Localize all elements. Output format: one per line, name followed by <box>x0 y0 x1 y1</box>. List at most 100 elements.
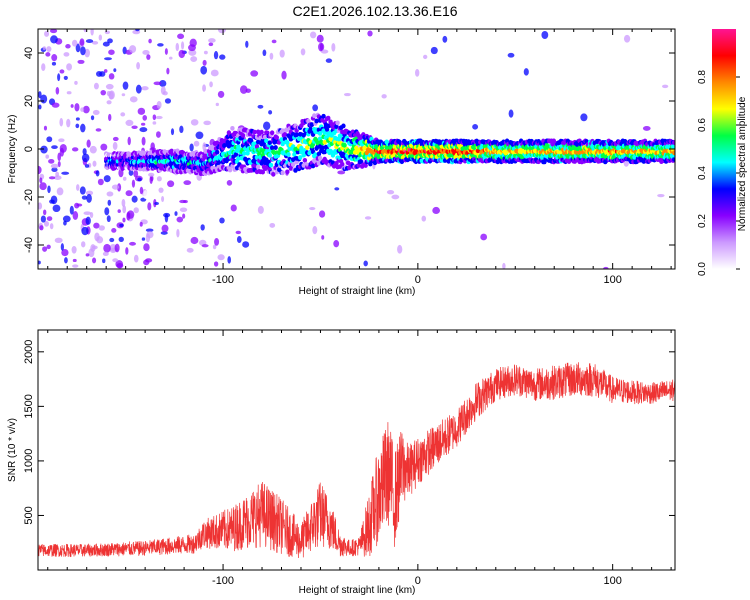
spectrogram-noise-cell <box>66 63 73 71</box>
spectrogram-noise-cell <box>63 75 68 80</box>
spectrogram-noise-cell <box>66 118 71 128</box>
spectrogram-noise-cell <box>391 194 400 200</box>
spectrogram-noise-cell <box>50 163 59 169</box>
spectrogram-noise-cell <box>63 220 67 226</box>
spectrogram-noise-cell <box>133 169 139 178</box>
spectrogram-noise-cell <box>74 80 78 85</box>
spectrogram-ridge-cell <box>286 152 291 157</box>
spectrogram-noise-cell <box>131 179 136 188</box>
spectrogram-ridge-cell <box>269 130 275 136</box>
spectrogram-noise-cell <box>153 81 162 86</box>
spectrogram-noise-cell <box>104 57 112 61</box>
spectrogram-noise-cell <box>219 54 226 60</box>
spectrogram-noise-cell <box>49 199 55 204</box>
spectrogram-noise-cell <box>541 30 549 40</box>
spectrogram-noise-cell <box>49 29 58 34</box>
spectrogram-ylabel: Frequency (Hz) <box>7 115 18 184</box>
spectrogram-noise-cell <box>190 236 199 245</box>
spectrogram-noise-cell <box>213 51 219 60</box>
spectrogram-noise-cell <box>188 49 197 56</box>
spectrogram-noise-cell <box>74 103 80 112</box>
spectrogram-noise-cell <box>166 67 170 75</box>
spectrogram-noise-cell <box>108 113 112 122</box>
spectrogram-noise-cell <box>217 29 226 34</box>
spectrogram-noise-cell <box>202 142 207 152</box>
spectrogram-ridge-cell <box>672 144 675 150</box>
spectrogram-noise-cell <box>107 38 113 44</box>
spectrogram-ridge-cell <box>317 130 323 136</box>
spectrogram-noise-cell <box>83 29 87 33</box>
spectrogram-noise-cell <box>145 228 154 232</box>
spectrogram-noise-cell <box>86 139 91 148</box>
spectrogram-noise-cell <box>177 33 185 40</box>
spectrogram-noise-cell <box>623 160 629 167</box>
spectrogram-ridge-cell <box>265 148 270 153</box>
spectrogram-ridge-cell <box>227 167 233 173</box>
spectrogram-xlabel: Height of straight line (km) <box>299 286 416 297</box>
spectrogram-noise-cell <box>119 115 127 125</box>
spectrogram-noise-cell <box>170 128 175 136</box>
spectrogram-noise-cell <box>100 143 108 151</box>
colorbar-ticks: 0.0 0.2 0.4 0.6 0.8 <box>697 70 740 276</box>
spectrogram-noise-cell <box>186 247 194 253</box>
spectrogram-noise-cell <box>125 190 133 197</box>
spectrogram-noise-cell <box>137 107 146 115</box>
spectrogram-noise-cell <box>268 110 273 115</box>
spectrogram-noise-cell <box>49 223 54 230</box>
spectrogram-ridge-cell <box>324 127 330 132</box>
spectrogram-noise-cell <box>156 176 162 182</box>
spectrogram-noise-cell <box>54 237 63 244</box>
colorbar-tick-label: 0.4 <box>697 166 708 180</box>
spectrogram-noise-cell <box>122 205 127 214</box>
spectrogram-noise-cell <box>112 141 118 150</box>
spectrogram-noise-cell <box>92 41 99 45</box>
spectrogram-ridge-cell <box>672 140 675 145</box>
y-tick-label: 20 <box>23 95 35 107</box>
spectrogram-noise-cell <box>95 70 103 77</box>
spectrogram-noise-cell <box>176 216 184 223</box>
spectrogram-noise-cell <box>75 117 80 121</box>
spectrogram-noise-cell <box>442 35 448 43</box>
spectrogram-noise-cell <box>90 29 94 36</box>
chart-title: C2E1.2026.102.13.36.E16 <box>292 3 457 19</box>
spectrogram-noise-cell <box>580 113 588 122</box>
spectrogram-noise-cell <box>157 43 164 47</box>
spectrogram-ridge-cell <box>358 159 364 164</box>
spectrogram-noise-cell <box>38 165 42 175</box>
spectrogram-noise-cell <box>48 158 55 164</box>
spectrogram-noise-cell <box>190 119 199 126</box>
spectrogram-ridge-cell <box>280 128 285 134</box>
spectrogram-noise-cell <box>90 115 95 121</box>
y-tick-label: 2000 <box>23 340 35 364</box>
spectrogram-noise-cell <box>300 48 306 56</box>
spectrogram-noise-cell <box>217 254 225 261</box>
snr-frame <box>37 329 676 571</box>
spectrogram-noise-cell <box>397 244 403 254</box>
spectrogram-ridge-cell <box>335 120 340 126</box>
spectrogram-noise-cell <box>58 138 65 143</box>
spectrogram-noise-cell <box>208 42 214 47</box>
spectrogram-noise-cell <box>109 237 115 243</box>
spectrogram-noise-cell <box>168 56 173 60</box>
spectrogram-noise-cell <box>281 70 287 80</box>
x-tick-label: 0 <box>415 575 421 587</box>
spectrogram-ridge-cell <box>245 150 250 156</box>
spectrogram-noise-cell <box>111 184 120 190</box>
spectrogram-noise-cell <box>209 81 213 88</box>
spectrogram-noise-cell <box>66 91 72 95</box>
spectrogram-noise-cell <box>93 82 99 90</box>
spectrogram-ridge-cell <box>305 145 310 150</box>
spectrogram-noise-cell <box>94 232 100 242</box>
spectrogram-noise-cell <box>334 187 340 191</box>
spectrogram-noise-cell <box>159 80 167 87</box>
snr-xlabel: Height of straight line (km) <box>299 585 416 596</box>
spectrogram-noise-cell <box>81 241 86 248</box>
spectrogram-marks <box>38 29 675 269</box>
spectrogram-noise-cell <box>202 84 206 92</box>
spectrogram-noise-cell <box>85 39 94 44</box>
spectrogram-noise-cell <box>92 109 100 115</box>
spectrogram-noise-cell <box>59 69 65 74</box>
spectrogram-noise-cell <box>226 180 233 186</box>
spectrogram-noise-cell <box>43 125 48 131</box>
